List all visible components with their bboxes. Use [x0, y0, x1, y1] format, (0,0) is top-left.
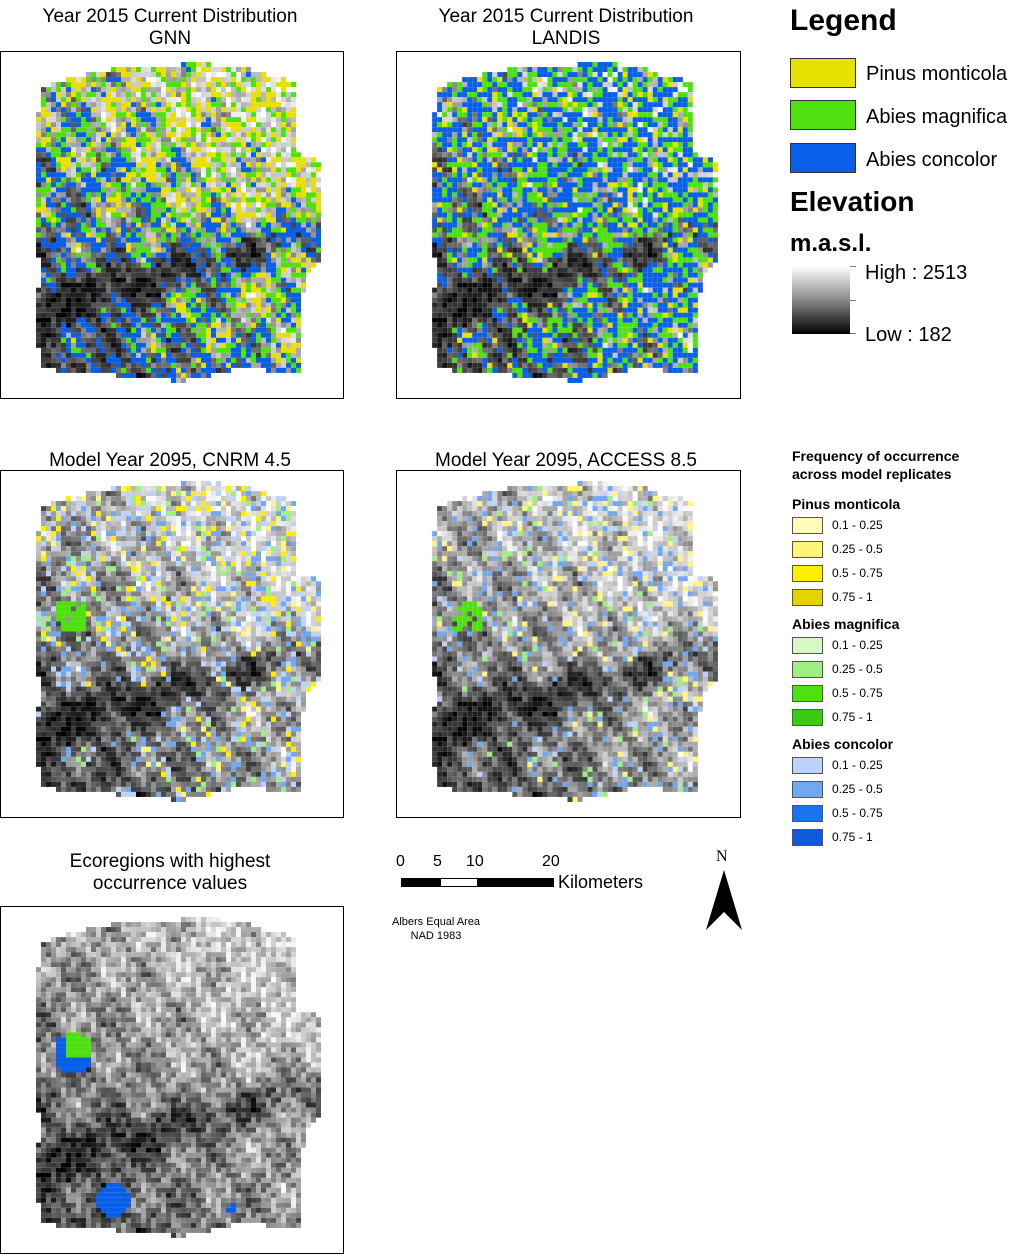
scale-tick-0: 0 — [396, 853, 405, 870]
frequency-swatch — [792, 757, 823, 774]
elevation-tick-low — [850, 333, 856, 334]
frequency-class-label: 0.25 - 0.5 — [832, 662, 883, 676]
frequency-swatch — [792, 637, 823, 654]
map-gnn — [36, 62, 321, 383]
scale-bar-seg1 — [401, 878, 441, 887]
elevation-low-label: Low : 182 — [865, 324, 952, 346]
elevation-tick-mid — [850, 300, 856, 301]
frequency-group-title: Pinus monticola — [792, 496, 901, 512]
frequency-group-title: Abies concolor — [792, 736, 894, 752]
scale-bar-seg2 — [440, 878, 478, 887]
frequency-swatch — [792, 685, 823, 702]
elevation-tick-high — [850, 266, 856, 267]
frequency-title: Frequency of occurrence across model rep… — [792, 448, 960, 482]
elevation-high-label: High : 2513 — [865, 262, 968, 284]
frequency-swatch — [792, 565, 823, 582]
frequency-swatch — [792, 541, 823, 558]
frequency-class-label: 0.1 - 0.25 — [832, 518, 883, 532]
map-panel-ecoregions — [0, 906, 344, 1254]
frequency-swatch — [792, 709, 823, 726]
map-panel-gnn — [0, 51, 344, 399]
frequency-class-label: 0.75 - 1 — [832, 710, 873, 724]
map-landis — [432, 62, 718, 383]
map-panel-cnrm — [0, 470, 344, 818]
map-cnrm — [36, 481, 321, 802]
legend-swatch-concolor — [790, 143, 856, 173]
elevation-unit: m.a.s.l. — [790, 230, 872, 257]
scale-tick-5: 5 — [433, 853, 442, 870]
scale-bar-seg3 — [477, 878, 554, 887]
elevation-ramp — [792, 266, 850, 334]
frequency-class-label: 0.5 - 0.75 — [832, 806, 883, 820]
scale-units: Kilometers — [558, 872, 644, 892]
scale-tick-20: 20 — [542, 853, 560, 870]
map-access — [432, 481, 718, 802]
north-label: N — [716, 848, 728, 865]
elevation-title: Elevation — [790, 186, 915, 217]
frequency-swatch — [792, 517, 823, 534]
panel-title-cnrm: Model Year 2095, CNRM 4.5 — [49, 450, 291, 471]
frequency-swatch — [792, 805, 823, 822]
frequency-swatch — [792, 661, 823, 678]
frequency-class-label: 0.75 - 1 — [832, 830, 873, 844]
frequency-group-title: Abies magnifica — [792, 616, 900, 632]
legend-title: Legend — [790, 4, 897, 37]
map-panel-access — [396, 470, 741, 818]
legend-label-pinus: Pinus monticola — [866, 63, 1008, 85]
panel-title-access: Model Year 2095, ACCESS 8.5 — [435, 450, 697, 471]
north-arrow-icon — [706, 870, 742, 930]
panel-title-gnn: Year 2015 Current Distribution GNN — [42, 6, 298, 49]
legend-swatch-pinus — [790, 58, 856, 88]
legend-label-magnifica: Abies magnifica — [866, 106, 1008, 128]
frequency-class-label: 0.75 - 1 — [832, 590, 873, 604]
frequency-swatch — [792, 781, 823, 798]
panel-title-landis: Year 2015 Current Distribution LANDIS — [438, 6, 694, 49]
frequency-class-label: 0.25 - 0.5 — [832, 542, 883, 556]
map-ecoregions — [36, 917, 321, 1238]
legend-label-concolor: Abies concolor — [866, 149, 998, 171]
legend-swatch-magnifica — [790, 100, 856, 130]
scale-tick-10: 10 — [466, 853, 484, 870]
frequency-class-label: 0.1 - 0.25 — [832, 638, 883, 652]
frequency-swatch — [792, 829, 823, 846]
map-panel-landis — [396, 51, 741, 399]
panel-title-ecoregions: Ecoregions with highest occurrence value… — [69, 851, 271, 894]
frequency-class-label: 0.5 - 0.75 — [832, 566, 883, 580]
projection-label: Albers Equal Area NAD 1983 — [392, 916, 481, 942]
frequency-class-label: 0.25 - 0.5 — [832, 782, 883, 796]
frequency-class-label: 0.5 - 0.75 — [832, 686, 883, 700]
frequency-swatch — [792, 589, 823, 606]
frequency-class-label: 0.1 - 0.25 — [832, 758, 883, 772]
